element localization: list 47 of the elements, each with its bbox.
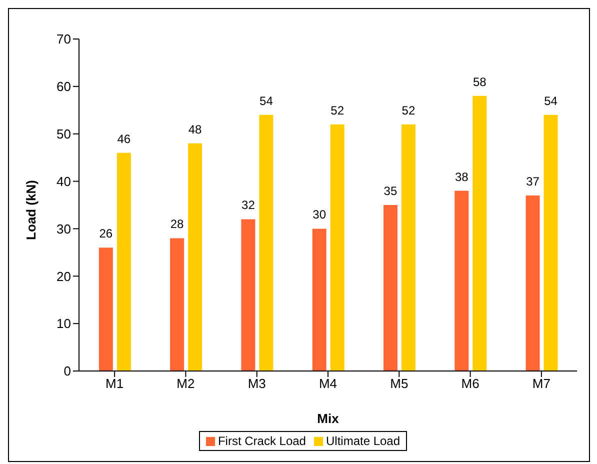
bar (241, 219, 256, 371)
bar (544, 114, 558, 371)
data-label: 35 (384, 184, 398, 198)
x-tick-label: M6 (461, 376, 480, 392)
y-axis-title: Load (kN) (24, 180, 39, 240)
x-tick-label: M2 (176, 376, 195, 392)
y-tick-label: 40 (56, 174, 71, 189)
y-tick-label: 70 (56, 32, 71, 47)
y-tick-label: 60 (56, 79, 71, 94)
data-label: 37 (526, 174, 540, 189)
data-label: 54 (544, 94, 558, 108)
bar (170, 238, 184, 371)
data-label: 52 (330, 103, 344, 118)
y-tick-label: 30 (56, 221, 71, 236)
data-label: 32 (242, 198, 256, 212)
x-tick-label: M5 (390, 376, 408, 392)
bar (454, 190, 469, 371)
legend-label: First Crack Load (218, 434, 306, 448)
data-label: 46 (117, 132, 131, 146)
legend-label: Ultimate Load (326, 434, 400, 448)
y-tick-label: 20 (56, 268, 71, 284)
bar (330, 124, 344, 371)
x-axis-title: Mix (317, 411, 340, 426)
bar (116, 152, 131, 371)
x-tick-label: M4 (318, 376, 338, 392)
bar (312, 228, 326, 371)
data-label: 52 (402, 103, 416, 118)
bar (526, 196, 540, 371)
bar (383, 205, 398, 371)
data-label: 58 (472, 74, 487, 89)
y-tick-label: 0 (64, 364, 71, 379)
data-label: 38 (454, 170, 469, 184)
bar (98, 248, 113, 371)
data-label: 30 (312, 208, 326, 222)
x-tick-label: M1 (106, 376, 124, 392)
bar (259, 114, 274, 371)
bar (472, 96, 487, 371)
data-label: 26 (99, 226, 113, 241)
y-tick-label: 10 (56, 316, 71, 332)
x-tick-label: M3 (248, 376, 266, 392)
bar (401, 124, 416, 371)
y-tick-label: 50 (56, 126, 71, 142)
data-label: 28 (170, 217, 184, 232)
data-label: 48 (188, 122, 202, 136)
x-tick-label: M7 (532, 376, 550, 392)
data-label: 54 (260, 94, 274, 108)
bar (188, 143, 202, 371)
